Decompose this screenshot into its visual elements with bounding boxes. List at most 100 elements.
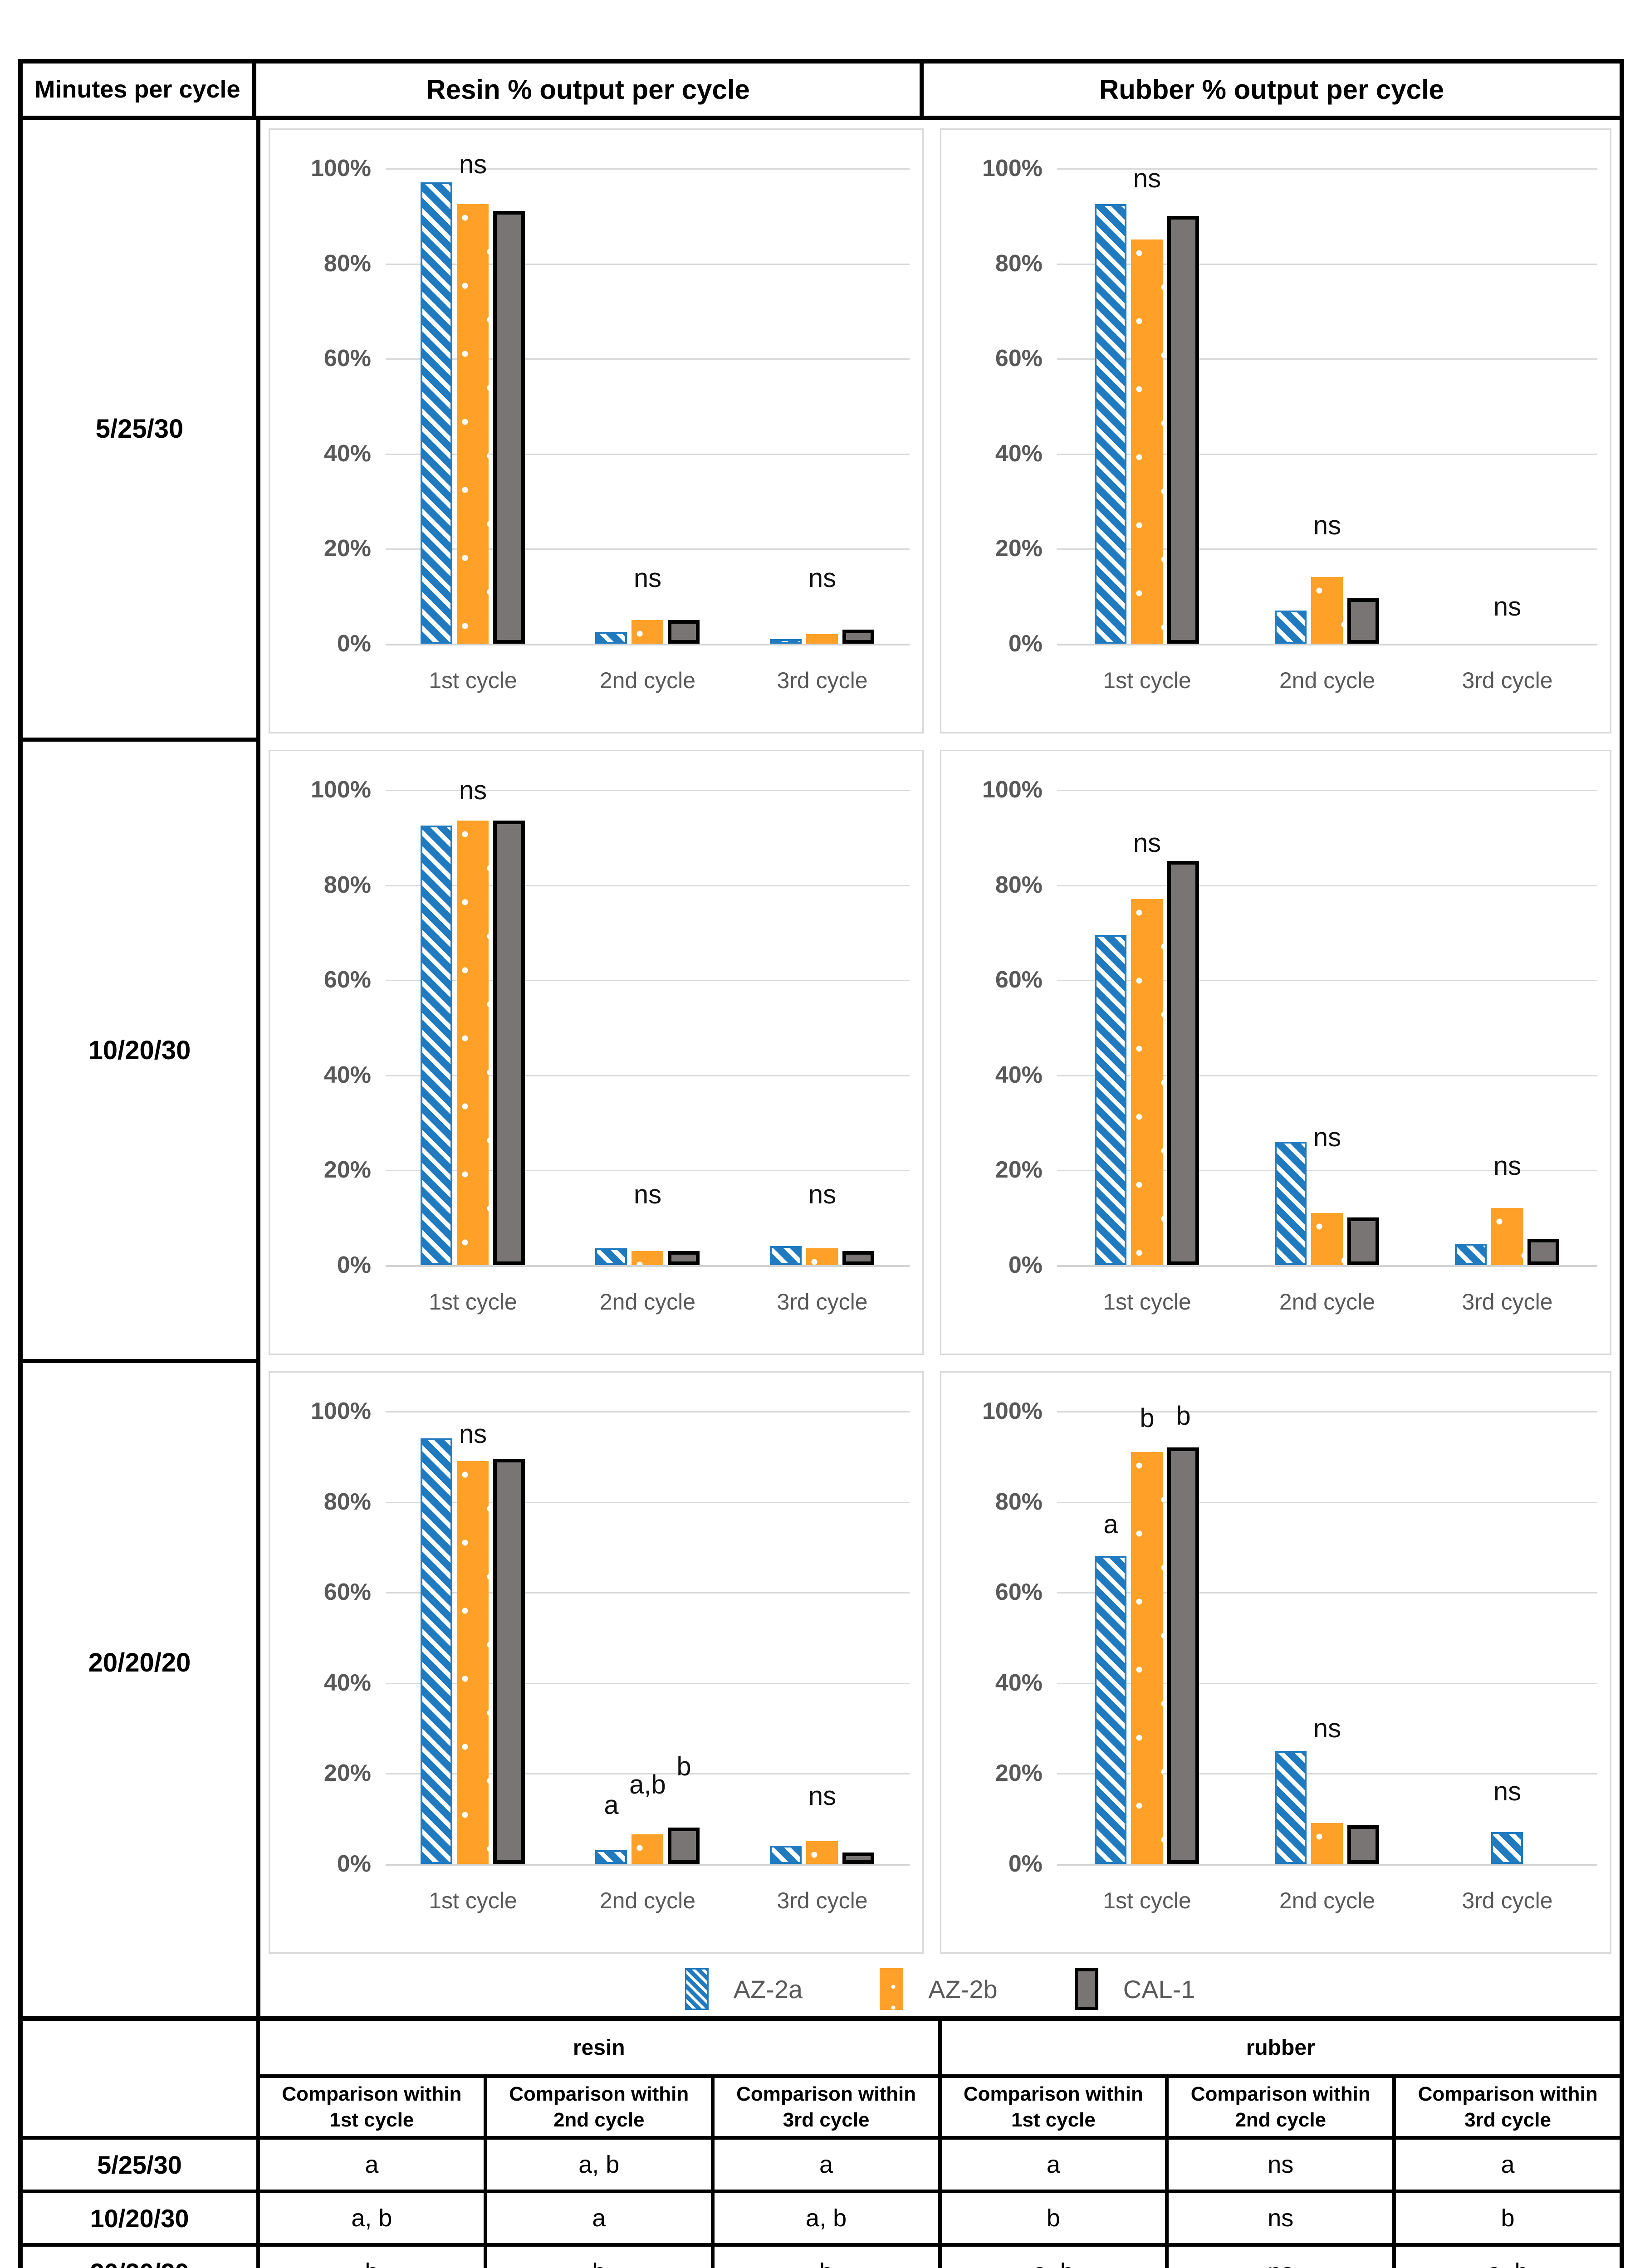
y-axis-tick-label: 100% — [311, 1398, 371, 1424]
x-axis-category-label: 2nd cycle — [599, 668, 696, 693]
y-axis-tick-label: 0% — [337, 1252, 371, 1278]
y-axis-tick-label: 20% — [323, 1157, 371, 1183]
plot-area: 100% 80% 60% 40% 20% 0% 1st cycle ns 2nd cycle ns… — [982, 155, 1597, 693]
bar-AZ-2b — [1491, 1208, 1523, 1265]
bar-CAL-1 — [1347, 1217, 1380, 1265]
bars — [1275, 790, 1380, 1265]
bar-CAL-1 — [1347, 598, 1380, 644]
bar-group-2nd-cycle: 2nd cycle ns — [1237, 1411, 1417, 1913]
comparison-row-label-20/20/20: 20/20/20 — [23, 2243, 256, 2268]
x-axis-category-label: 3rd cycle — [1462, 1289, 1553, 1315]
bar-group-2nd-cycle: 2nd cycle ns — [1237, 168, 1417, 693]
legend-item-AZ-2a: AZ-2a — [685, 1968, 803, 2010]
comparison-cell: b — [710, 2243, 938, 2268]
bars — [421, 168, 525, 644]
chart-panel: 100% 80% 60% 40% 20% 0% 1st cycle ns 2nd cycle ns… — [940, 750, 1611, 1355]
gridline — [386, 1170, 910, 1172]
gridline — [386, 885, 910, 886]
y-axis-tick-label: 40% — [995, 1061, 1043, 1088]
bar-AZ-2a — [1095, 1556, 1127, 1864]
x-axis-category-label: 3rd cycle — [777, 668, 868, 693]
header-rubber-column: Rubber % output per cycle — [1099, 74, 1444, 105]
bar-group-1st-cycle: 1st cycle ns — [1057, 166, 1237, 693]
bar-AZ-2a — [595, 1248, 627, 1265]
chart-row-20-20-20: 20/20/20 100% 80% 60% 40% 20% 0% 1st cycle ns 2n… — [23, 1363, 1620, 1962]
x-axis-category-label: 1st cycle — [429, 1289, 517, 1315]
bar-AZ-2a — [595, 1850, 627, 1864]
bar-AZ-2b — [1131, 240, 1163, 644]
y-axis-tick-label: 0% — [337, 1851, 371, 1877]
y-axis-tick-label: 20% — [995, 535, 1043, 562]
significance-note: a,b — [629, 1770, 666, 1800]
legend-item-CAL-1: CAL-1 — [1074, 1968, 1195, 2010]
bar-AZ-2a — [1095, 934, 1127, 1265]
chart-panel: 100% 80% 60% 40% 20% 0% 1st cycle a b b 2nd cycle n… — [940, 1371, 1611, 1954]
bar-CAL-1 — [1167, 861, 1199, 1265]
comparison-cell: a — [938, 2136, 1165, 2190]
bar-group-1st-cycle: 1st cycle ns — [386, 151, 560, 693]
bar-CAL-1 — [493, 211, 525, 644]
legend-label: AZ-2b — [928, 1975, 998, 2004]
row-label-5-25-30: 5/25/30 — [23, 120, 260, 742]
comparison-column-header: Comparison within 2nd cycle — [483, 2074, 711, 2136]
bar-CAL-1 — [842, 629, 875, 644]
significance-note: b — [1176, 1401, 1191, 1431]
significance-note: ns — [1313, 511, 1341, 541]
gridline — [386, 1411, 910, 1413]
gridline — [386, 1265, 910, 1267]
gridline — [386, 790, 910, 791]
bars — [1455, 790, 1560, 1265]
y-axis-tick-label: 0% — [337, 631, 371, 657]
bar-AZ-2b — [806, 1841, 838, 1864]
bars — [595, 790, 700, 1265]
chart-rubber-5-25-30: 100% 80% 60% 40% 20% 0% 1st cycle ns 2nd cycle ns… — [932, 120, 1620, 742]
significance-note: ns — [459, 1419, 487, 1449]
gridline — [386, 168, 910, 170]
bar-group-2nd-cycle: 2nd cycle a a,b b — [560, 1411, 735, 1913]
bar-CAL-1 — [668, 620, 700, 644]
gridline — [1057, 1773, 1597, 1775]
x-axis-category-label: 3rd cycle — [777, 1888, 868, 1913]
chart-panel: 100% 80% 60% 40% 20% 0% 1st cycle ns 2nd cycle a a… — [269, 1371, 924, 1954]
y-axis-tick-label: 60% — [323, 1579, 371, 1606]
chart-row-10-20-30: 10/20/30 100% 80% 60% 40% 20% 0% 1st cycle ns 2n… — [23, 742, 1620, 1363]
comparison-cell: a — [483, 2190, 711, 2243]
bars — [1095, 1411, 1199, 1864]
y-axis-tick-label: 80% — [323, 1488, 371, 1515]
bar-group-3rd-cycle: 3rd cycle ns — [1417, 168, 1597, 693]
bar-AZ-2b — [806, 634, 838, 644]
y-axis-tick-label: 60% — [995, 967, 1043, 993]
gridline — [1057, 1592, 1597, 1594]
significance-note: ns — [459, 149, 487, 179]
bar-AZ-2b — [1311, 577, 1343, 644]
chart-panel: 100% 80% 60% 40% 20% 0% 1st cycle ns 2nd cycle ns… — [269, 128, 924, 733]
header-minutes-per-cycle: Minutes per cycle — [23, 64, 256, 116]
gray-solid-swatch — [1074, 1968, 1098, 2010]
y-axis-tick-label: 100% — [982, 777, 1043, 803]
comparison-cell: b — [1392, 2190, 1620, 2243]
bar-AZ-2b — [632, 1251, 664, 1265]
bar-group-2nd-cycle: 2nd cycle ns — [1237, 790, 1417, 1315]
x-axis-category-label: 1st cycle — [1103, 1289, 1191, 1315]
plot-area: 100% 80% 60% 40% 20% 0% 1st cycle ns 2nd cycle a a… — [311, 1398, 910, 1913]
bar-CAL-1 — [1347, 1825, 1380, 1864]
x-axis-category-label: 2nd cycle — [1279, 1888, 1376, 1913]
gridline — [1057, 1170, 1597, 1172]
y-axis-tick-label: 80% — [323, 871, 371, 898]
bars — [1275, 168, 1380, 644]
comparison-cell: ns — [1165, 2136, 1393, 2190]
y-axis-tick-label: 80% — [995, 1488, 1043, 1515]
gridline — [1057, 980, 1597, 982]
orange-dots-swatch — [880, 1968, 904, 2010]
bars — [595, 1411, 700, 1864]
comparison-cell: a — [1392, 2136, 1620, 2190]
comparison-cell: a — [256, 2136, 484, 2190]
bar-CAL-1 — [493, 821, 525, 1265]
gridline — [1057, 168, 1597, 170]
y-axis-tick-label: 100% — [311, 777, 371, 803]
significance-note: ns — [1313, 1123, 1341, 1153]
gridline — [1057, 453, 1597, 455]
gridline — [1057, 1501, 1597, 1503]
bar-CAL-1 — [1527, 1239, 1560, 1265]
significance-note: ns — [1493, 1151, 1522, 1181]
